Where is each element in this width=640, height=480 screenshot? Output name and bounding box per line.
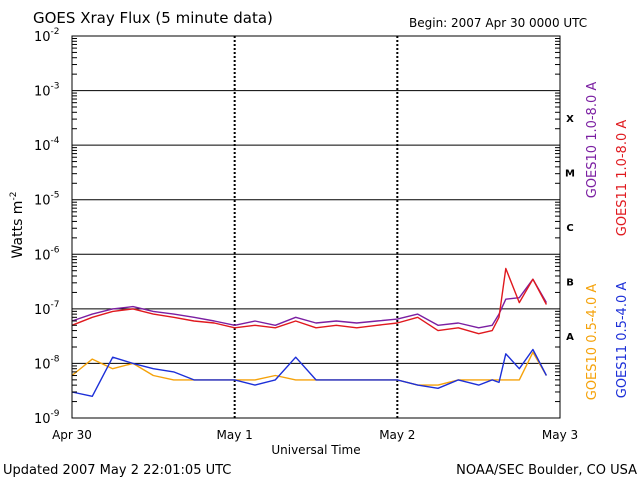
y-tick-label: 10-3 <box>34 82 60 100</box>
plot-area <box>72 36 560 418</box>
y-tick-label: 10-7 <box>34 300 60 318</box>
y-tick-exponent: -8 <box>51 354 60 364</box>
plot-frame <box>71 35 561 419</box>
flare-class-label: B <box>566 278 574 289</box>
flare-class-label: M <box>565 168 575 179</box>
updated-timestamp: Updated 2007 May 2 22:01:05 UTC <box>3 463 231 478</box>
legend-entry: GOES10 1.0-8.0 A <box>585 82 600 199</box>
flare-class-labels: X M C B A <box>565 114 575 343</box>
y-tick-exponent: -9 <box>51 409 60 419</box>
legend-entry: GOES10 0.5-4.0 A <box>585 284 600 401</box>
y-tick-exponent: -7 <box>51 300 60 310</box>
x-tick-label: May 2 <box>379 428 415 442</box>
series-line <box>71 348 548 397</box>
series-line <box>71 278 548 329</box>
y-tick-label: 10-5 <box>34 191 60 209</box>
y-axis-label-exponent: -2 <box>9 192 19 201</box>
x-axis-label: Universal Time <box>271 443 360 457</box>
plot-border <box>71 35 561 419</box>
source-credit: NOAA/SEC Boulder, CO USA <box>456 463 637 478</box>
y-tick-exponent: -2 <box>51 27 60 37</box>
legend-entry: GOES11 1.0-8.0 A <box>615 120 630 237</box>
plot-background <box>72 36 560 418</box>
y-tick-exponent: -5 <box>51 191 60 201</box>
x-tick-label: May 3 <box>542 428 578 442</box>
legend-entry: GOES11 0.5-4.0 A <box>615 282 630 399</box>
x-tick-label: Apr 30 <box>52 428 92 442</box>
y-tick-exponent: -4 <box>51 136 60 146</box>
gridlines <box>72 36 560 418</box>
y-tick-label: 10-8 <box>34 354 60 372</box>
flare-class-label: A <box>566 332 574 343</box>
series-line <box>71 267 548 335</box>
y-tick-label: 10-2 <box>34 27 60 45</box>
x-tick-labels: Apr 30 May 1 May 2 May 3 <box>52 428 578 442</box>
series-layer <box>71 267 548 397</box>
y-tick-exponent: -6 <box>51 245 60 255</box>
y-tick-labels: 10-2 10-3 10-4 10-5 10-6 10-7 10-8 10-9 <box>34 27 60 427</box>
y-tick-exponent: -3 <box>51 82 60 92</box>
legend: GOES10 1.0-8.0 A GOES11 1.0-8.0 A GOES10 0… <box>585 82 630 401</box>
y-tick-label: 10-9 <box>34 409 60 427</box>
chart-title: GOES Xray Flux (5 minute data) <box>33 9 273 27</box>
flare-class-label: X <box>566 114 574 125</box>
flare-class-label: C <box>566 223 573 234</box>
y-tick-label: 10-6 <box>34 245 60 263</box>
x-tick-label: May 1 <box>217 428 253 442</box>
y-axis-label: Watts m-2 <box>9 192 26 259</box>
begin-label: Begin: 2007 Apr 30 0000 UTC <box>409 16 587 30</box>
y-axis-label-text: Watts m <box>10 201 26 259</box>
y-tick-label: 10-4 <box>34 136 60 154</box>
